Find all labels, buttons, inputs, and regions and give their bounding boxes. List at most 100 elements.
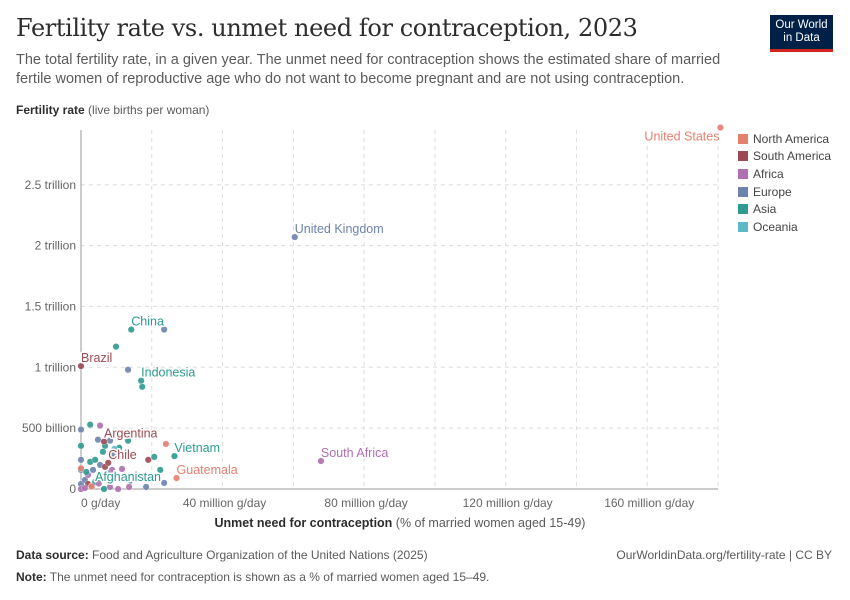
point-label: South Africa — [321, 446, 388, 460]
chart-note: Note: The unmet need for contraception i… — [16, 570, 489, 584]
legend-swatch — [738, 186, 748, 197]
data-point[interactable] — [114, 485, 122, 493]
y-tick-label: 2.5 trillion — [25, 178, 76, 192]
source-text[interactable]: Food and Agriculture Organization of the… — [88, 548, 428, 562]
legend-swatch — [738, 133, 748, 144]
data-point[interactable] — [89, 466, 97, 474]
legend-item[interactable]: Oceania — [738, 218, 831, 236]
y-tick-label: 1.5 trillion — [25, 299, 76, 313]
data-point[interactable] — [106, 483, 114, 491]
x-tick-label: 0 g/day — [81, 496, 120, 510]
legend-swatch — [738, 151, 748, 162]
data-point[interactable] — [291, 233, 299, 241]
data-point[interactable] — [138, 383, 146, 391]
x-tick-label: 120 million g/day — [463, 496, 553, 510]
logo-line-1: Our World — [775, 19, 828, 31]
data-point[interactable] — [94, 436, 102, 444]
legend-label: Africa — [753, 166, 784, 181]
point-label: United States — [644, 130, 719, 144]
data-point[interactable] — [104, 459, 112, 467]
source-label: Data source: — [16, 548, 89, 562]
x-tick-label: 160 million g/day — [604, 496, 694, 510]
data-point[interactable] — [111, 445, 119, 453]
data-point[interactable] — [88, 483, 96, 491]
data-point[interactable] — [142, 483, 150, 491]
point-label: United Kingdom — [295, 222, 384, 236]
data-point[interactable] — [77, 456, 85, 464]
point-label: Chile — [108, 448, 137, 462]
chart-subtitle: The total fertility rate, in a given yea… — [16, 52, 721, 87]
data-point[interactable] — [91, 456, 99, 464]
data-point[interactable] — [100, 485, 108, 493]
legend-label: South America — [753, 149, 832, 164]
y-tick-label: 0 — [69, 482, 76, 496]
x-tick-label: 80 million g/day — [324, 496, 407, 510]
data-point[interactable] — [96, 422, 104, 430]
legend-item[interactable]: Asia — [738, 200, 831, 218]
legend-swatch — [738, 168, 748, 179]
data-point[interactable] — [156, 466, 164, 474]
y-axis-label-bold: Fertility rate — [16, 103, 85, 117]
legend-item[interactable]: Africa — [738, 165, 831, 183]
legend-label: Asia — [753, 202, 777, 217]
data-point[interactable] — [124, 366, 132, 374]
data-point[interactable] — [77, 362, 85, 370]
point-label: Vietnam — [174, 441, 220, 455]
legend-label: Oceania — [753, 219, 798, 234]
legend-item[interactable]: South America — [738, 148, 831, 166]
data-point[interactable] — [160, 326, 168, 334]
owid-logo[interactable]: Our World in Data — [770, 15, 833, 52]
data-point[interactable] — [104, 469, 112, 477]
data-point[interactable] — [118, 465, 126, 473]
point-label: Afghanistan — [95, 470, 161, 484]
data-point[interactable] — [127, 326, 135, 334]
legend-item[interactable]: North America — [738, 130, 831, 148]
data-point[interactable] — [125, 483, 133, 491]
y-tick-label: 2 trillion — [35, 239, 76, 253]
legend-swatch — [738, 204, 748, 215]
data-point[interactable] — [77, 426, 85, 434]
legend-swatch — [738, 221, 748, 232]
data-point[interactable] — [86, 421, 94, 429]
data-point[interactable] — [82, 468, 90, 476]
legend: North America South America Africa Europe As… — [738, 130, 831, 236]
data-point[interactable] — [150, 453, 158, 461]
data-point[interactable] — [81, 484, 89, 492]
note-text: The unmet need for contraception is show… — [46, 570, 490, 584]
x-tick-label: 40 million g/day — [183, 496, 266, 510]
attribution-link[interactable]: OurWorldinData.org/fertility-rate | CC B… — [616, 548, 832, 562]
chart-title: Fertility rate vs. unmet need for contra… — [16, 14, 638, 42]
point-label: Brazil — [81, 351, 112, 365]
point-label: China — [131, 315, 164, 329]
point-label: Indonesia — [141, 366, 195, 380]
data-point[interactable] — [173, 474, 181, 482]
data-point[interactable] — [160, 479, 168, 487]
x-axis-label: Unmet need for contraception (% of marri… — [0, 516, 800, 530]
data-point[interactable] — [162, 440, 170, 448]
y-axis-label-unit: (live births per woman) — [84, 103, 210, 117]
data-point[interactable] — [112, 343, 120, 351]
data-point[interactable] — [119, 453, 127, 461]
data-point[interactable] — [317, 457, 325, 465]
point-label: Argentina — [104, 427, 158, 441]
point-label: Guatemala — [177, 463, 238, 477]
data-point[interactable] — [94, 474, 102, 482]
y-tick-label: 1 trillion — [35, 360, 76, 374]
data-point[interactable] — [99, 448, 107, 456]
data-point[interactable] — [77, 464, 85, 472]
x-axis-label-unit: (% of married women aged 15-49) — [392, 516, 586, 530]
data-source: Data source: Food and Agriculture Organi… — [16, 548, 428, 562]
legend-item[interactable]: Europe — [738, 183, 831, 201]
data-point[interactable] — [124, 437, 132, 445]
data-point[interactable] — [127, 476, 135, 484]
data-point[interactable] — [170, 452, 178, 460]
x-axis-label-bold: Unmet need for contraception — [214, 516, 393, 530]
logo-line-2: in Data — [783, 32, 820, 44]
data-point[interactable] — [100, 438, 108, 446]
data-point[interactable] — [716, 124, 724, 132]
data-point[interactable] — [144, 456, 152, 464]
legend-label: North America — [753, 131, 830, 146]
data-point[interactable] — [137, 377, 145, 385]
data-point[interactable] — [77, 442, 85, 450]
